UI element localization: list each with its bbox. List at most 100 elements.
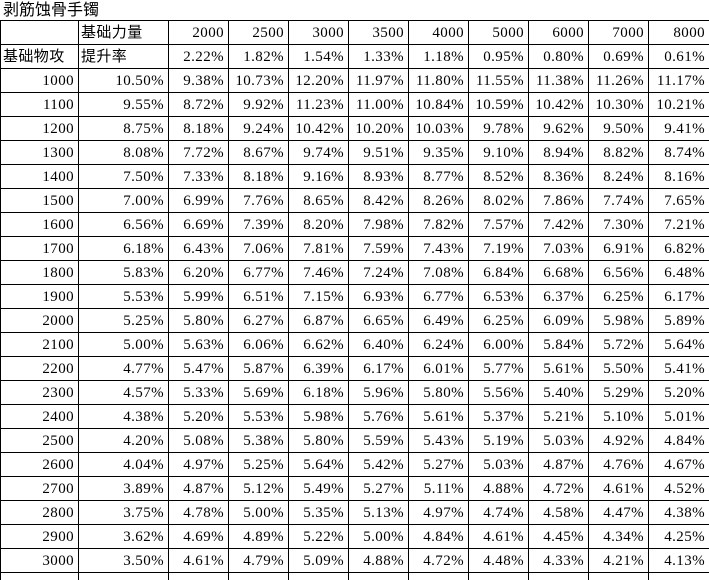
- rate-value-cell[interactable]: 0.80%: [528, 44, 589, 69]
- value-cell[interactable]: 8.72%: [168, 92, 229, 117]
- rate-value-cell[interactable]: 0.69%: [588, 44, 649, 69]
- value-cell[interactable]: 4.76%: [588, 452, 649, 477]
- value-cell[interactable]: 7.57%: [468, 212, 529, 237]
- value-cell[interactable]: 7.24%: [348, 260, 409, 285]
- value-cell[interactable]: 6.84%: [468, 260, 529, 285]
- base-rate-cell[interactable]: 4.04%: [78, 452, 169, 477]
- value-cell[interactable]: 4.74%: [468, 500, 529, 525]
- value-cell[interactable]: 4.61%: [588, 476, 649, 501]
- value-cell[interactable]: 4.79%: [228, 548, 289, 573]
- value-cell[interactable]: 7.15%: [288, 284, 349, 309]
- value-cell[interactable]: 5.21%: [528, 404, 589, 429]
- value-cell[interactable]: 6.40%: [348, 332, 409, 357]
- base-rate-cell[interactable]: 9.55%: [78, 92, 169, 117]
- attack-cell[interactable]: 2600: [0, 452, 79, 477]
- value-cell[interactable]: 10.59%: [468, 92, 529, 117]
- value-cell[interactable]: 8.16%: [648, 164, 709, 189]
- value-cell[interactable]: 5.27%: [348, 476, 409, 501]
- value-cell[interactable]: 4.89%: [228, 524, 289, 549]
- value-cell[interactable]: 4.67%: [648, 452, 709, 477]
- attack-cell[interactable]: 1800: [0, 260, 79, 285]
- value-cell[interactable]: 11.38%: [528, 68, 589, 93]
- attack-cell[interactable]: 1500: [0, 188, 79, 213]
- value-cell[interactable]: 4.52%: [648, 476, 709, 501]
- value-cell[interactable]: 5.42%: [348, 452, 409, 477]
- value-cell[interactable]: 7.33%: [168, 164, 229, 189]
- base-rate-cell[interactable]: 3.89%: [78, 476, 169, 501]
- value-cell[interactable]: 5.37%: [468, 404, 529, 429]
- value-cell[interactable]: 6.77%: [408, 284, 469, 309]
- value-cell[interactable]: 5.89%: [648, 308, 709, 333]
- value-cell[interactable]: 7.30%: [588, 212, 649, 237]
- value-cell[interactable]: 5.27%: [408, 452, 469, 477]
- strength-column-cell[interactable]: 4000: [408, 20, 469, 45]
- value-cell[interactable]: 5.61%: [528, 356, 589, 381]
- value-cell[interactable]: 7.76%: [228, 188, 289, 213]
- attack-cell[interactable]: 1400: [0, 164, 79, 189]
- value-cell[interactable]: 4.69%: [168, 524, 229, 549]
- value-cell[interactable]: 5.49%: [288, 476, 349, 501]
- value-cell[interactable]: 9.50%: [588, 116, 649, 141]
- attack-cell[interactable]: 2500: [0, 428, 79, 453]
- value-cell[interactable]: 7.86%: [528, 188, 589, 213]
- value-cell[interactable]: 7.21%: [648, 212, 709, 237]
- base-rate-cell[interactable]: 7.00%: [78, 188, 169, 213]
- value-cell[interactable]: 9.62%: [528, 116, 589, 141]
- value-cell[interactable]: 10.03%: [408, 116, 469, 141]
- value-cell[interactable]: 6.62%: [288, 332, 349, 357]
- value-cell[interactable]: 7.81%: [288, 236, 349, 261]
- value-cell[interactable]: 10.20%: [348, 116, 409, 141]
- empty-cell[interactable]: [528, 572, 589, 580]
- value-cell[interactable]: 5.33%: [168, 380, 229, 405]
- value-cell[interactable]: 5.03%: [528, 428, 589, 453]
- value-cell[interactable]: 9.41%: [648, 116, 709, 141]
- value-cell[interactable]: 5.43%: [408, 428, 469, 453]
- value-cell[interactable]: 4.48%: [468, 548, 529, 573]
- value-cell[interactable]: 5.76%: [348, 404, 409, 429]
- base-rate-cell[interactable]: 3.62%: [78, 524, 169, 549]
- attack-cell[interactable]: 1600: [0, 212, 79, 237]
- rate-value-cell[interactable]: 2.22%: [168, 44, 229, 69]
- value-cell[interactable]: 8.18%: [228, 164, 289, 189]
- value-cell[interactable]: 4.25%: [648, 524, 709, 549]
- value-cell[interactable]: 11.97%: [348, 68, 409, 93]
- value-cell[interactable]: 4.21%: [588, 548, 649, 573]
- rate-value-cell[interactable]: 1.82%: [228, 44, 289, 69]
- value-cell[interactable]: 4.84%: [408, 524, 469, 549]
- empty-cell[interactable]: [408, 572, 469, 580]
- value-cell[interactable]: 6.17%: [648, 284, 709, 309]
- base-rate-cell[interactable]: 10.50%: [78, 68, 169, 93]
- value-cell[interactable]: 5.77%: [468, 356, 529, 381]
- value-cell[interactable]: 4.47%: [588, 500, 649, 525]
- value-cell[interactable]: 5.80%: [408, 380, 469, 405]
- value-cell[interactable]: 8.67%: [228, 140, 289, 165]
- value-cell[interactable]: 4.61%: [468, 524, 529, 549]
- value-cell[interactable]: 4.87%: [168, 476, 229, 501]
- value-cell[interactable]: 9.92%: [228, 92, 289, 117]
- empty-cell[interactable]: [168, 572, 229, 580]
- value-cell[interactable]: 6.65%: [348, 308, 409, 333]
- value-cell[interactable]: 9.38%: [168, 68, 229, 93]
- value-cell[interactable]: 12.20%: [288, 68, 349, 93]
- value-cell[interactable]: 9.24%: [228, 116, 289, 141]
- attack-cell[interactable]: 1000: [0, 68, 79, 93]
- value-cell[interactable]: 9.16%: [288, 164, 349, 189]
- corner-cell[interactable]: [0, 20, 79, 45]
- value-cell[interactable]: 8.52%: [468, 164, 529, 189]
- value-cell[interactable]: 8.02%: [468, 188, 529, 213]
- value-cell[interactable]: 5.59%: [348, 428, 409, 453]
- value-cell[interactable]: 6.00%: [468, 332, 529, 357]
- value-cell[interactable]: 4.97%: [408, 500, 469, 525]
- value-cell[interactable]: 5.64%: [648, 332, 709, 357]
- value-cell[interactable]: 9.74%: [288, 140, 349, 165]
- value-cell[interactable]: 5.69%: [228, 380, 289, 405]
- value-cell[interactable]: 8.77%: [408, 164, 469, 189]
- value-cell[interactable]: 5.00%: [348, 524, 409, 549]
- strength-header-cell[interactable]: 基础力量: [78, 20, 169, 45]
- value-cell[interactable]: 9.10%: [468, 140, 529, 165]
- base-rate-cell[interactable]: 3.75%: [78, 500, 169, 525]
- attack-cell[interactable]: 1300: [0, 140, 79, 165]
- attack-cell[interactable]: 2100: [0, 332, 79, 357]
- value-cell[interactable]: 5.01%: [648, 404, 709, 429]
- base-rate-cell[interactable]: 4.77%: [78, 356, 169, 381]
